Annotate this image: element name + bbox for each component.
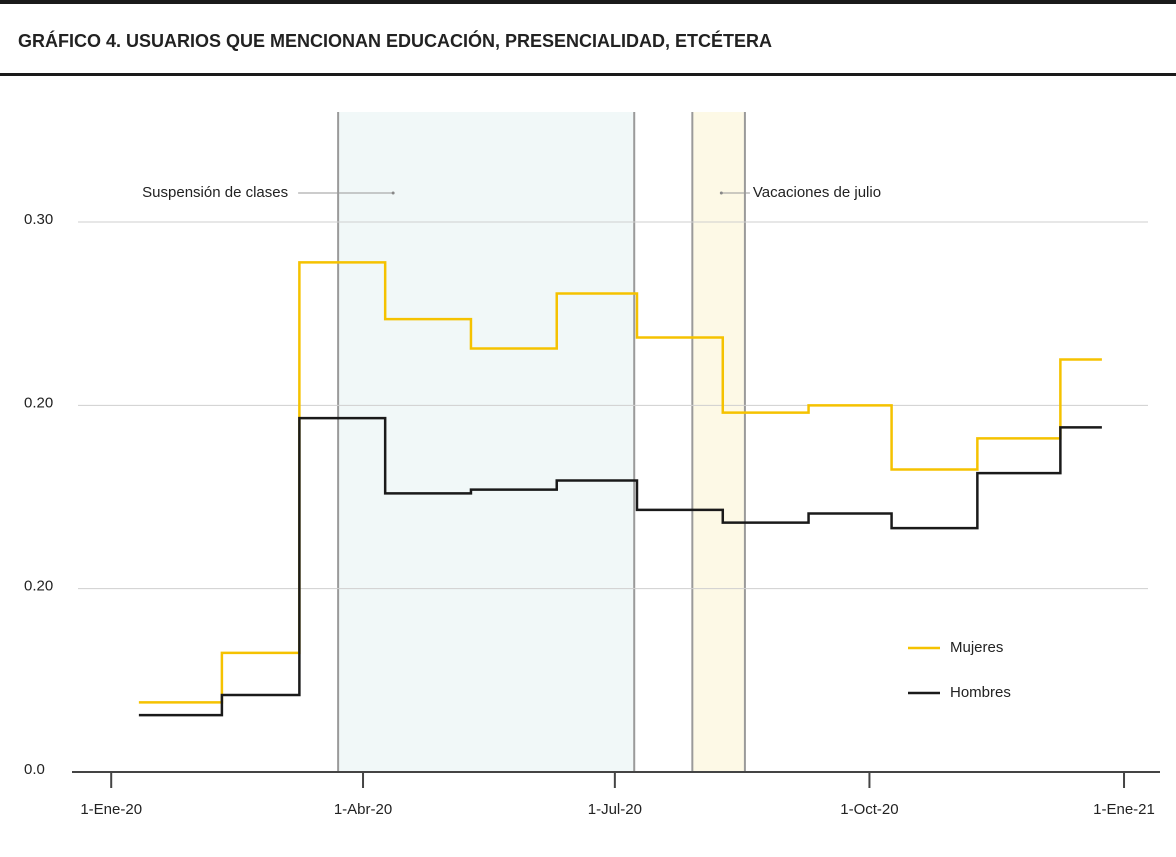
chart-title: GRÁFICO 4. USUARIOS QUE MENCIONAN EDUCAC… (18, 30, 772, 51)
title-rule (0, 73, 1176, 76)
annotation: Vacaciones de julio (753, 184, 881, 201)
y-tick-label: 0.0 (24, 761, 45, 778)
y-tick-label: 0.30 (24, 211, 53, 228)
x-tick-label: 1-Jul-20 (588, 801, 642, 818)
x-tick-label: 1-Ene-21 (1093, 801, 1155, 818)
x-tick-label: 1-Oct-20 (840, 801, 898, 818)
y-tick-label: 0.20 (24, 394, 53, 411)
series-line (138, 416, 1102, 717)
shaded-region (692, 112, 745, 772)
x-tick-label: 1-Abr-20 (334, 801, 392, 818)
x-tick-label: 1-Ene-20 (80, 801, 142, 818)
series-line (138, 261, 1102, 704)
annotation-dot (719, 191, 723, 195)
annotation-dot (391, 191, 395, 195)
annotation: Suspensión de clases (142, 184, 288, 201)
legend-label: Hombres (950, 684, 1011, 701)
y-tick-label: 0.20 (24, 578, 53, 595)
top-border (0, 0, 1176, 4)
legend-label: Mujeres (950, 639, 1003, 656)
shaded-region (338, 112, 635, 772)
